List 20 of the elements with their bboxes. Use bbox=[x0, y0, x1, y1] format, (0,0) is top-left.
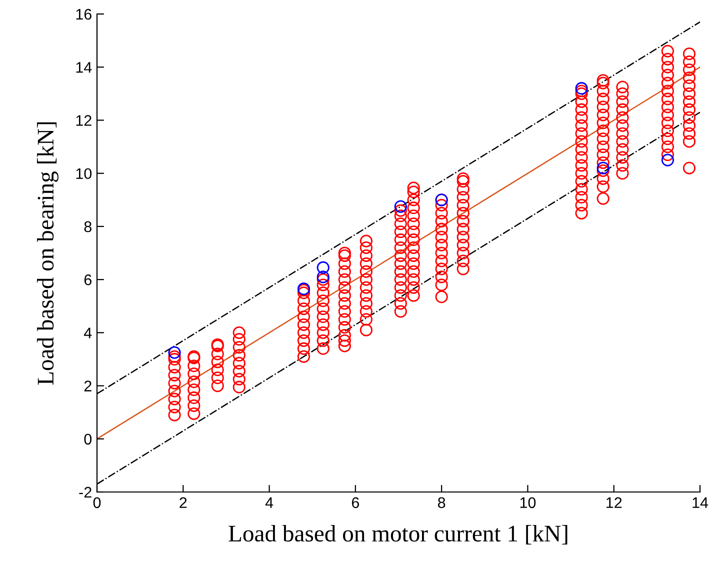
y-tick-label: 2 bbox=[84, 380, 92, 392]
x-tick-label: 12 bbox=[606, 497, 622, 508]
y-tick-label: 10 bbox=[76, 168, 92, 180]
y-tick-label: 6 bbox=[84, 274, 92, 286]
y-tick-label: 8 bbox=[84, 221, 92, 232]
x-tick-label: 6 bbox=[352, 497, 360, 508]
x-axis-title: Load based on motor current 1 [kN] bbox=[228, 524, 568, 545]
y-tick-label: -2 bbox=[79, 486, 92, 498]
x-tick-label: 2 bbox=[180, 497, 187, 508]
x-tick-label: 8 bbox=[438, 497, 446, 508]
y-tick-label: 4 bbox=[84, 328, 92, 338]
y-tick-label: 14 bbox=[76, 62, 92, 73]
x-tick-label: 4 bbox=[265, 497, 274, 508]
x-tick-label: 14 bbox=[692, 497, 708, 508]
y-tick-label: 12 bbox=[76, 115, 92, 126]
y-tick-label: 16 bbox=[76, 8, 92, 20]
y-axis-title: Load based on bearing [kN] bbox=[37, 122, 58, 385]
x-tick-label: 0 bbox=[93, 497, 101, 508]
x-tick-label: 10 bbox=[520, 497, 536, 508]
y-tick-label: 0 bbox=[84, 434, 92, 445]
